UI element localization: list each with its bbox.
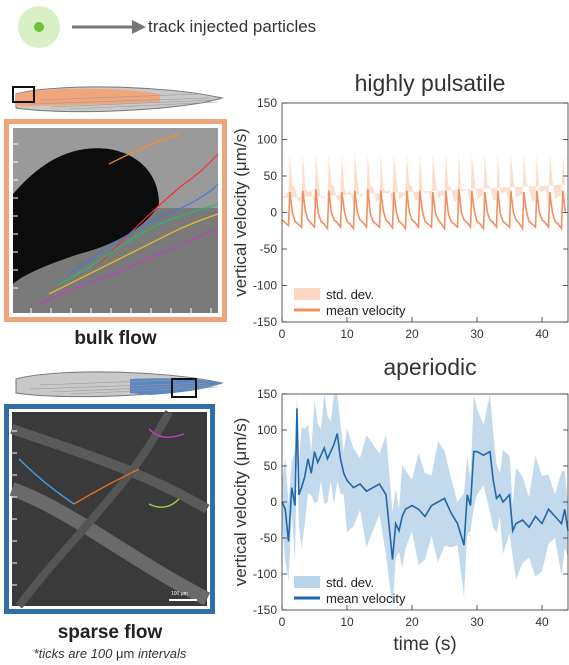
scalebar-label: 100 μm — [171, 591, 188, 597]
legend-std-label: std. dev. — [326, 287, 374, 302]
x-tick-label: 30 — [470, 327, 484, 341]
chart-title-bottom: aperiodic — [383, 354, 477, 380]
y-tick-label: -100 — [253, 279, 277, 293]
legend-mean-label: mean velocity — [326, 591, 406, 606]
chart-title-top: highly pulsatile — [354, 70, 506, 96]
legend-std-label: std. dev. — [326, 575, 374, 590]
x-tick-label: 0 — [279, 327, 286, 341]
y-tick-label: -50 — [260, 242, 278, 256]
y-tick-label: 50 — [264, 169, 278, 183]
ticks-note-unit: μm — [116, 646, 135, 661]
mean-velocity-line — [281, 408, 569, 560]
mosquito-diagram-bottom — [15, 371, 224, 398]
ticks-note: *ticks are 100 μm intervals — [0, 646, 220, 661]
y-tick-label: -150 — [253, 315, 277, 329]
y-tick-label: 150 — [257, 387, 277, 401]
y-axis-label: vertical velocity (μm/s) — [231, 418, 250, 586]
legend-std-swatch — [294, 288, 320, 300]
bulk-flow-image — [4, 119, 227, 322]
x-tick-label: 30 — [470, 615, 484, 629]
bulk-flow-label: bulk flow — [74, 328, 157, 349]
y-tick-label: -50 — [260, 531, 278, 545]
arrow-icon — [72, 20, 146, 34]
header-text: track injected particles — [148, 17, 317, 36]
x-tick-label: 40 — [535, 327, 549, 341]
std-band — [282, 154, 566, 207]
y-tick-label: 0 — [270, 206, 277, 220]
ticks-note-prefix: *ticks are 100 — [33, 646, 116, 661]
sparse-flow-label: sparse flow — [57, 622, 163, 643]
x-tick-label: 20 — [405, 615, 419, 629]
y-tick-label: -150 — [253, 603, 277, 617]
x-tick-label: 20 — [405, 327, 419, 341]
x-axis-label: time (s) — [393, 634, 456, 655]
legend-std-swatch — [294, 576, 320, 588]
y-tick-label: 100 — [257, 133, 277, 147]
x-tick-label: 10 — [340, 327, 354, 341]
y-tick-label: 50 — [264, 459, 278, 473]
legend-mean-label: mean velocity — [326, 303, 406, 318]
mosquito-diagram-top — [12, 86, 224, 113]
mean-velocity-line — [281, 189, 567, 232]
std-band — [282, 394, 568, 608]
x-tick-label: 0 — [279, 615, 286, 629]
sparse-flow-image: 100 μm — [4, 404, 215, 614]
x-tick-label: 40 — [535, 615, 549, 629]
injection-dot-icon — [18, 6, 60, 48]
y-tick-label: 0 — [270, 495, 277, 509]
x-tick-label: 10 — [340, 615, 354, 629]
y-tick-label: -100 — [253, 567, 277, 581]
ticks-note-suffix: intervals — [134, 646, 187, 661]
y-tick-label: 100 — [257, 423, 277, 437]
y-axis-label: vertical velocity (μm/s) — [231, 128, 250, 296]
y-tick-label: 150 — [257, 96, 277, 110]
plot-frame — [281, 102, 569, 323]
